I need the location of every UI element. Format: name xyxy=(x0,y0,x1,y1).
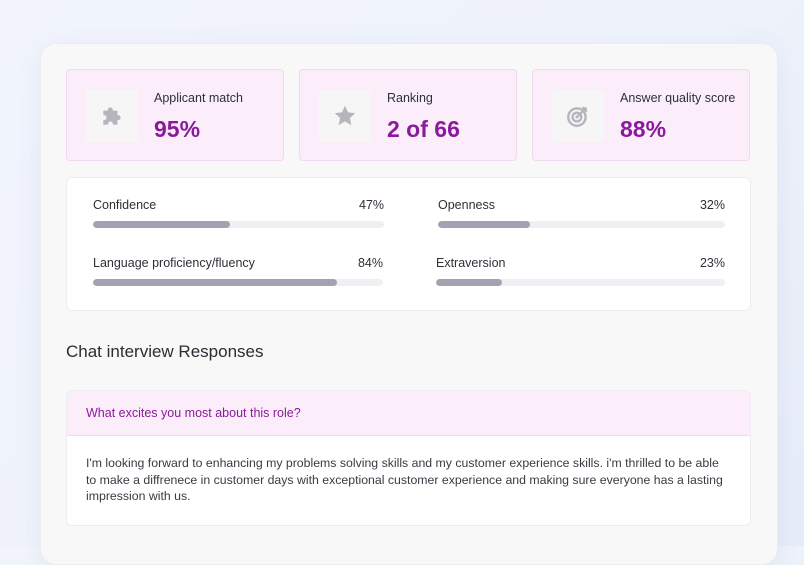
progress-fill xyxy=(93,279,337,286)
progress-track xyxy=(93,221,384,228)
progress-track xyxy=(93,279,383,286)
metric-openness: Openness 32% xyxy=(438,198,725,230)
section-title: Chat interview Responses xyxy=(66,342,264,361)
stat-icon-box xyxy=(319,90,371,142)
metric-extraversion: Extraversion 23% xyxy=(436,256,725,288)
progress-track xyxy=(436,279,725,286)
response-answer: I'm looking forward to enhancing my prob… xyxy=(86,456,723,503)
metric-name: Confidence xyxy=(93,198,157,212)
stat-label: Ranking xyxy=(387,91,433,105)
metric-language-proficiency: Language proficiency/fluency 84% xyxy=(93,256,383,288)
response-card: What excites you most about this role? I… xyxy=(66,390,751,526)
stat-icon-box xyxy=(86,90,138,142)
metrics-card: Confidence 47% Openness 32% Language pro… xyxy=(66,177,751,311)
puzzle-icon xyxy=(103,107,121,125)
stat-card-answer-quality: Answer quality score 88% xyxy=(532,69,750,161)
star-icon xyxy=(334,105,356,126)
stat-card-applicant-match: Applicant match 95% xyxy=(66,69,284,161)
stat-label: Applicant match xyxy=(154,91,243,105)
metric-percent: 23% xyxy=(699,256,725,270)
stat-card-ranking: Ranking 2 of 66 xyxy=(299,69,517,161)
stat-value: 95% xyxy=(154,116,201,142)
candidate-panel: Applicant match 95% Ranking 2 of 66 Answ… xyxy=(40,43,778,565)
metric-name: Extraversion xyxy=(436,256,506,270)
progress-fill xyxy=(93,221,230,228)
stat-value: 2 of 66 xyxy=(387,116,460,142)
metric-percent: 47% xyxy=(358,198,384,212)
metric-name: Openness xyxy=(438,198,495,212)
stat-value: 88% xyxy=(620,116,667,142)
metric-confidence: Confidence 47% xyxy=(93,198,384,230)
target-icon xyxy=(567,106,588,127)
progress-fill xyxy=(438,221,530,228)
metric-percent: 84% xyxy=(357,256,383,270)
progress-fill xyxy=(436,279,503,286)
metric-name: Language proficiency/fluency xyxy=(93,256,255,270)
stat-icon-box xyxy=(552,90,604,142)
metric-percent: 32% xyxy=(699,198,725,212)
response-question: What excites you most about this role? xyxy=(67,391,750,436)
progress-track xyxy=(438,221,725,228)
stat-label: Answer quality score xyxy=(620,91,736,105)
